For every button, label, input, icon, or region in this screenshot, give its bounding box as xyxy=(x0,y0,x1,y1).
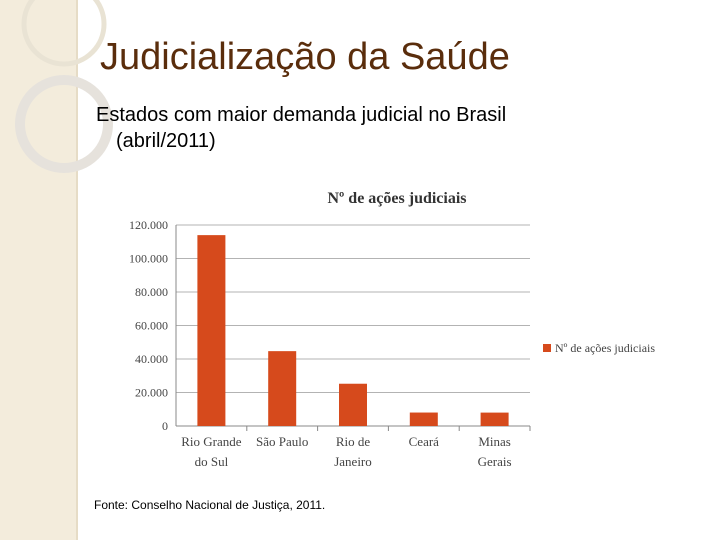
chart-grid xyxy=(175,224,531,431)
chart-title: Nº de ações judiciais xyxy=(327,190,466,207)
left-decor-strip-edge xyxy=(76,0,78,540)
bar xyxy=(339,383,367,426)
chart-bars xyxy=(197,235,509,426)
x-tick-label: do Sul xyxy=(195,454,229,469)
y-axis-ticks: 0 20.000 40.000 60.000 80.000 100.000 120.000 xyxy=(129,218,168,433)
x-tick-label: Gerais xyxy=(478,454,512,469)
slide-title: Judicialização da Saúde xyxy=(100,36,510,78)
legend-label: Nº de ações judiciais xyxy=(555,341,655,355)
slide-subtitle: Estados com maior demanda judicial no Br… xyxy=(96,102,506,154)
y-tick-label: 60.000 xyxy=(135,319,168,333)
legend-swatch xyxy=(543,344,551,352)
x-tick-label: Minas xyxy=(478,434,511,449)
subtitle-line-1: Estados com maior demanda judicial no Br… xyxy=(96,104,507,126)
x-tick-label: Ceará xyxy=(409,434,440,449)
x-tick-label: Janeiro xyxy=(334,454,372,469)
y-tick-label: 120.000 xyxy=(129,218,168,232)
x-tick-label: Rio de xyxy=(336,434,371,449)
bar xyxy=(268,351,297,426)
decorative-circles xyxy=(15,0,113,173)
bar xyxy=(197,235,226,426)
x-axis-labels: Rio Grande do Sul São Paulo Rio de Janeiro Ce… xyxy=(181,434,511,469)
y-tick-label: 100.000 xyxy=(129,252,168,266)
x-tick-label: Rio Grande xyxy=(181,434,242,449)
y-tick-label: 0 xyxy=(162,419,168,433)
y-tick-label: 40.000 xyxy=(135,352,168,366)
bar xyxy=(480,412,509,426)
legend: Nº de ações judiciais xyxy=(543,341,655,355)
source-note: Fonte: Conselho Nacional de Justiça, 201… xyxy=(94,498,326,512)
y-tick-label: 20.000 xyxy=(135,386,168,400)
subtitle-line-2: (abril/2011) xyxy=(116,130,216,152)
x-tick-label: São Paulo xyxy=(256,434,308,449)
bar xyxy=(409,412,438,426)
y-tick-label: 80.000 xyxy=(135,285,168,299)
bar-chart: Nº de ações judiciais 0 20.000 40.000 60.00… xyxy=(129,190,655,469)
